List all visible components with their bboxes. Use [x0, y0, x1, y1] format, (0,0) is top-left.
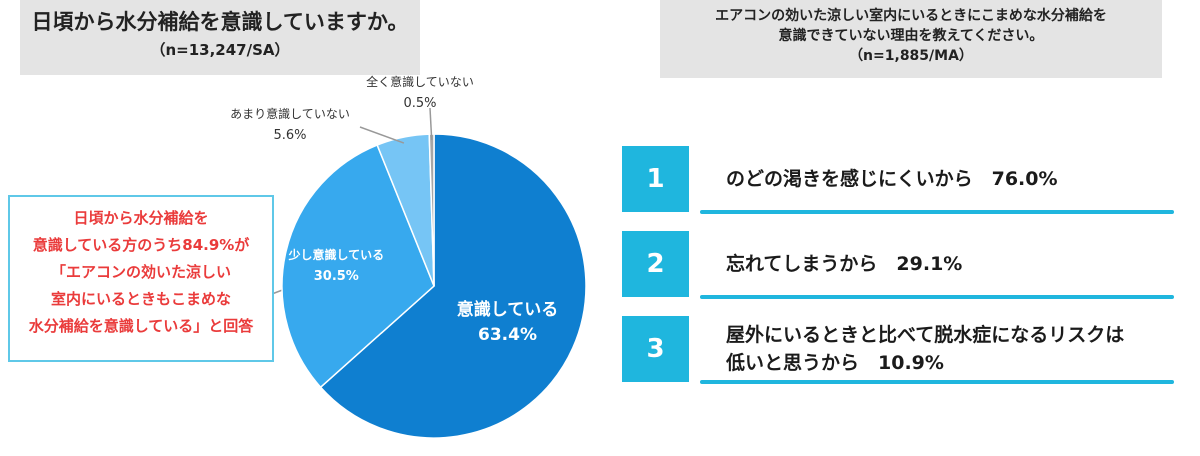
rank-number: 3 [622, 316, 689, 382]
callout-line: 日頃から水分補給を [73, 209, 209, 227]
pie-leader-lines [359, 107, 433, 144]
pie-value-全く意識していない: 0.5% [403, 96, 436, 111]
callout-box: 日頃から水分補給を 意識している方のうち84.9%が 「エアコンの効いた涼しい … [8, 195, 274, 362]
rank-underline [700, 210, 1174, 214]
rank-text: 低いと思うから 10.9% [726, 352, 944, 374]
rank-underline [700, 295, 1174, 299]
pie-value-少し意識している: 30.5% [314, 269, 359, 284]
rank-text: 屋外にいるときと比べて脱水症になるリスクは [726, 324, 1125, 346]
rank-underline [700, 380, 1174, 384]
pie-value-意識している: 63.4% [478, 325, 537, 345]
left-title-box: 日頃から水分補給を意識していますか。 （n=13,247/SA） [20, 0, 420, 75]
pie-label-全く意識していない: 全く意識していない [366, 74, 474, 89]
pie-label-あまり意識していない: あまり意識していない [230, 106, 350, 121]
rank-text: 忘れてしまうから 29.1% [726, 253, 963, 275]
left-subtitle: （n=13,247/SA） [150, 41, 290, 59]
pie-label-少し意識している: 少し意識している [287, 247, 384, 262]
pie-chart: 意識している 63.4% 少し意識している 30.5% あまり意識していない 5.6% 全く… [230, 74, 587, 439]
pie-leader-line [429, 107, 433, 141]
callout-line: 室内にいるときもこまめな [50, 290, 231, 308]
right-title-line: 意識できていない理由を教えてください。 [778, 28, 1044, 44]
pie-slice-2 [281, 144, 435, 389]
pie-slice-1 [319, 133, 587, 439]
ranking-row-2: 2 忘れてしまうから 29.1% [622, 231, 1174, 299]
pie-labels: 意識している 63.4% 少し意識している 30.5% あまり意識していない 5.6% 全く… [230, 74, 558, 345]
right-title-box: エアコンの効いた涼しい室内にいるときにこまめな水分補給を 意識できていない理由を… [660, 0, 1162, 78]
rank-number: 1 [622, 146, 689, 212]
ranking-row-1: 1 のどの渇きを感じにくいから 76.0% [622, 146, 1174, 214]
callout-line: 水分補給を意識している」と回答 [28, 317, 254, 335]
callout-line: 「エアコンの効いた涼しい [50, 263, 231, 281]
pie-slices [281, 133, 587, 439]
right-title-line: （n=1,885/MA） [849, 48, 973, 64]
right-title-line: エアコンの効いた涼しい室内にいるときにこまめな水分補給を [715, 8, 1107, 24]
left-title: 日頃から水分補給を意識していますか。 [31, 10, 409, 34]
rank-number: 2 [622, 231, 689, 297]
pie-value-あまり意識していない: 5.6% [273, 128, 306, 143]
pie-label-意識している: 意識している [457, 299, 559, 320]
pie-leader-line [359, 126, 405, 144]
callout-line: 意識している方のうち84.9%が [32, 236, 250, 254]
rank-text: のどの渇きを感じにくいから 76.0% [726, 168, 1058, 190]
ranking-row-3: 3 屋外にいるときと比べて脱水症になるリスクは 低いと思うから 10.9% [622, 316, 1174, 384]
